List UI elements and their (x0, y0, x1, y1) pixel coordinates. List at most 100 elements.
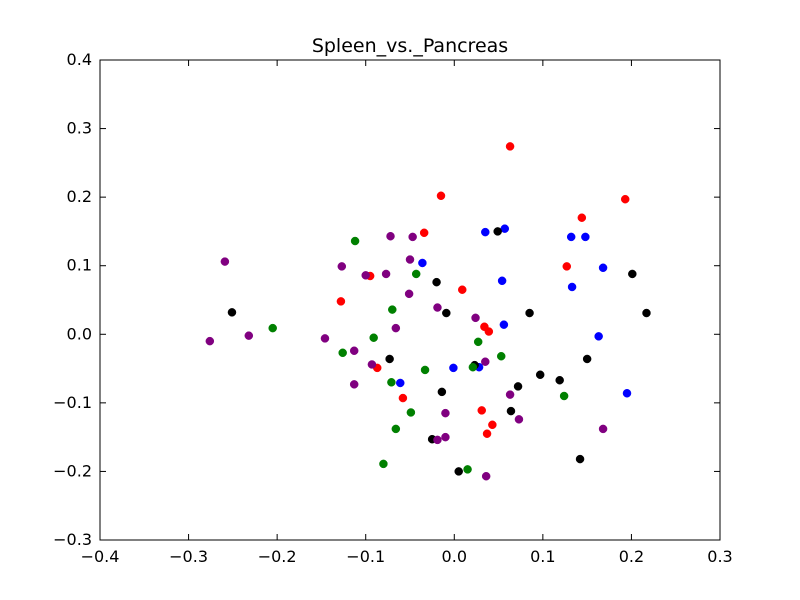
y-tick-label: −0.3 (53, 530, 92, 549)
scatter-point (385, 354, 394, 364)
scatter-point (369, 333, 378, 342)
scatter-point (338, 348, 347, 358)
scatter-point (361, 271, 370, 280)
scatter-point (484, 327, 494, 336)
scatter-point (408, 232, 417, 242)
scatter-point (406, 408, 416, 417)
scatter-point (535, 370, 545, 379)
scatter-point (441, 432, 450, 442)
scatter-point (458, 285, 467, 294)
scatter-point (405, 255, 415, 264)
scatter-point (391, 424, 401, 434)
scatter-point (220, 257, 230, 266)
scatter-point (598, 263, 608, 273)
scatter-point (598, 424, 608, 434)
scatter-point (449, 363, 458, 373)
scatter-point (500, 224, 510, 233)
scatter-point (244, 331, 254, 340)
x-tick-label: −0.1 (346, 547, 385, 566)
scatter-point (513, 382, 523, 391)
scatter-point (268, 323, 277, 333)
scatter-point (559, 391, 569, 401)
scatter-point (582, 354, 592, 364)
y-tick-label: 0.2 (67, 187, 92, 206)
scatter-point (411, 269, 421, 279)
scatter-point (381, 269, 391, 279)
scatter-point (433, 303, 442, 312)
scatter-point (525, 308, 534, 318)
scatter-point (628, 269, 637, 279)
scatter-point (477, 406, 486, 415)
scatter-point (594, 332, 603, 341)
scatter-point (514, 415, 524, 424)
scatter-point (463, 465, 472, 474)
scatter-point (505, 142, 515, 151)
x-tick-label: 0.1 (530, 547, 555, 566)
scatter-point (433, 435, 442, 445)
scatter-point (555, 375, 564, 385)
scatter-point (404, 289, 414, 299)
scatter-point (391, 323, 401, 333)
scatter-point (482, 429, 492, 438)
scatter-point (473, 337, 483, 347)
scatter-point (379, 459, 388, 469)
scatter-point (320, 334, 330, 343)
scatter-point (337, 262, 347, 271)
scatter-point (432, 277, 441, 287)
scatter-point (471, 313, 480, 323)
scatter-point (386, 231, 395, 241)
scatter-point (622, 389, 632, 398)
scatter-point (496, 351, 506, 361)
scatter-point (567, 282, 577, 292)
chart-title: Spleen_vs._Pancreas (312, 35, 508, 57)
scatter-point (387, 378, 396, 387)
scatter-point (388, 305, 397, 314)
x-tick-label: −0.3 (169, 547, 208, 566)
x-tick-label: −0.2 (258, 547, 297, 566)
scatter-point (349, 346, 359, 355)
scatter-point (350, 236, 360, 246)
scatter-point (506, 406, 516, 416)
scatter-point (481, 471, 491, 481)
scatter-point (566, 232, 576, 242)
scatter-point (454, 467, 463, 476)
scatter-point (349, 380, 359, 389)
scatter-point (481, 227, 490, 237)
scatter-point (577, 213, 587, 222)
y-tick-label: 0.4 (67, 50, 92, 69)
scatter-point (442, 308, 451, 318)
ticks-layer: −0.4 −0.3 −0.2 −0.1 0.0 0.1 0.2 0.3−0.3−0.2−0.1… (53, 50, 733, 566)
y-tick-label: 0.3 (67, 119, 92, 138)
scatter-point (420, 365, 430, 375)
scatter-point (436, 191, 446, 201)
y-tick-label: −0.1 (53, 393, 92, 412)
y-tick-label: 0.1 (67, 256, 92, 275)
scatter-point (575, 454, 585, 464)
scatter-point (336, 297, 346, 306)
x-tick-label: 0.0 (442, 547, 467, 566)
scatter-point (481, 357, 490, 366)
scatter-point (642, 308, 651, 318)
scatter-point (493, 227, 502, 236)
scatter-point (488, 420, 497, 430)
scatter-point (505, 390, 515, 399)
plot-frame (99, 59, 721, 541)
y-tick-label: −0.2 (53, 461, 92, 480)
scatter-point (441, 408, 450, 418)
scatter-point (367, 360, 377, 369)
scatter-point (418, 258, 427, 268)
scatter-point (497, 276, 507, 286)
scatter-point (205, 336, 215, 346)
scatter-point (468, 362, 478, 372)
scatter-point (562, 262, 572, 271)
scatter-point (499, 320, 509, 329)
x-tick-label: −0.4 (81, 547, 120, 566)
scatter-point (620, 194, 630, 204)
scatter-point (396, 378, 405, 388)
scatter-point (398, 393, 408, 403)
scatter-point (581, 232, 590, 242)
scatter-point (227, 308, 237, 317)
y-tick-label: 0.0 (67, 324, 92, 343)
